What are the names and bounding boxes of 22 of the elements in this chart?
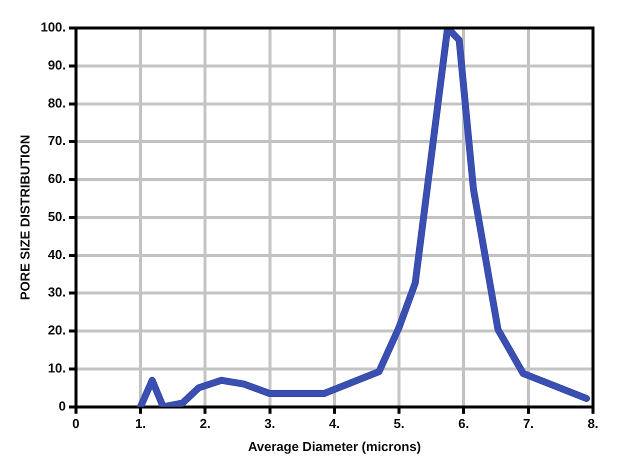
x-tick-label: 5. xyxy=(394,416,405,432)
x-tick-label: 4. xyxy=(329,416,340,432)
y-tick-label: 50. xyxy=(48,208,66,224)
x-tick-label: 0 xyxy=(72,416,80,432)
y-tick-label: 40. xyxy=(48,246,66,262)
y-tick-label: 0 xyxy=(58,398,66,414)
y-tick-label: 80. xyxy=(48,95,66,110)
x-tick-label: 2. xyxy=(200,416,211,432)
x-tick-label: 3. xyxy=(264,416,276,432)
y-tick-label: 30. xyxy=(48,284,66,300)
y-axis-title: PORE SIZE DISTRIBUTION xyxy=(17,134,32,300)
x-tick-label: 1. xyxy=(135,416,146,432)
y-tick-label: 60. xyxy=(48,171,66,186)
x-tick-label: 7. xyxy=(522,416,534,432)
y-tick-label: 90. xyxy=(48,57,66,72)
x-tick-label: 8. xyxy=(588,416,598,432)
x-tick-label: 6. xyxy=(458,416,470,432)
y-tick-label: 100. xyxy=(40,20,66,35)
y-tick-label: 10. xyxy=(48,360,66,376)
y-tick-label: 20. xyxy=(48,322,66,338)
x-axis-title: Average Diameter (microns) xyxy=(248,438,421,454)
y-tick-label: 70. xyxy=(48,133,66,148)
